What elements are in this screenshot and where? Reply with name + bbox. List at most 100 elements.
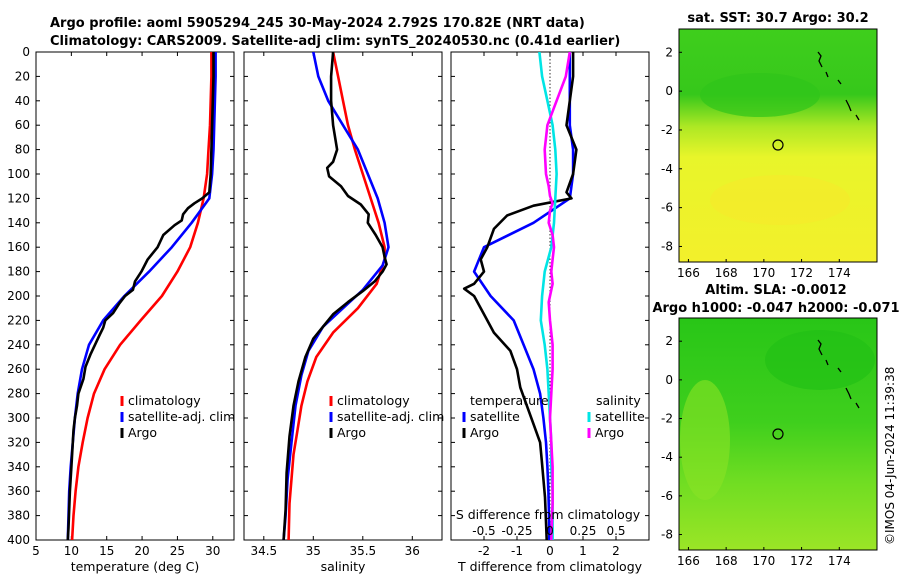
y-tick-label: 400 bbox=[7, 533, 30, 547]
difference-xtick-label: 0 bbox=[546, 544, 554, 558]
sst-map-cool-patch bbox=[700, 73, 820, 117]
series-satellite-adj-clim bbox=[66, 52, 217, 540]
salinity-xtick-label: 35 bbox=[306, 544, 321, 558]
difference-legend-title-temperature: temperature bbox=[470, 393, 549, 408]
y-tick-label: 0 bbox=[22, 45, 30, 59]
sla-map-xtick-label: 174 bbox=[828, 554, 851, 568]
difference-xtick-label: -2 bbox=[478, 544, 490, 558]
sst-map-xtick-label: 174 bbox=[828, 266, 851, 280]
difference-x2tick-label: -0.25 bbox=[501, 524, 532, 538]
map-ticks: 166 168 170 172 174 -8 -6 -4 -2 0 2 166 168 170 172 174… bbox=[661, 45, 851, 568]
temperature-xtick-label: 5 bbox=[32, 544, 40, 558]
sal-satellite-legend-label: satellite-adj. clim bbox=[337, 409, 444, 424]
sst-map-xtick-label: 172 bbox=[790, 266, 813, 280]
y-tick-label: 180 bbox=[7, 265, 30, 279]
sla-map-ytick-label: -4 bbox=[661, 450, 673, 464]
series-argo bbox=[66, 52, 215, 540]
difference-series-group bbox=[462, 52, 578, 540]
sla-map bbox=[678, 317, 878, 551]
sst-map-ytick-label: -2 bbox=[661, 123, 673, 137]
difference-x2tick-label: -0.5 bbox=[472, 524, 495, 538]
temperature-panel: 0 20 40 60 80 100 120 140 160 180 200 220 240 260 280 3… bbox=[7, 45, 235, 574]
series-climatology bbox=[287, 52, 386, 540]
sla-map-ytick-label: -8 bbox=[661, 528, 673, 542]
sst-map-ytick-label: -8 bbox=[661, 239, 673, 253]
diff-sal-satellite-legend-label: satellite bbox=[595, 409, 645, 424]
temperature-xtick-label: 15 bbox=[99, 544, 114, 558]
sla-map-coastline bbox=[817, 339, 860, 409]
sal-argo-legend-label: Argo bbox=[337, 425, 366, 440]
title-line-2: Climatology: CARS2009. Satellite-adj cli… bbox=[50, 34, 620, 49]
temp-satellite-legend-label: satellite-adj. clim bbox=[128, 409, 235, 424]
y-tick-label: 380 bbox=[7, 509, 30, 523]
sla-map-xtick-label: 168 bbox=[715, 554, 738, 568]
difference-x2label: S difference from climatology bbox=[456, 507, 641, 522]
sst-map-xtick-label: 170 bbox=[752, 266, 775, 280]
difference-legend-title-salinity: salinity bbox=[596, 393, 641, 408]
sst-map-xtick-label: 168 bbox=[715, 266, 738, 280]
y-tick-label: 60 bbox=[15, 118, 30, 132]
y-tick-label: 360 bbox=[7, 484, 30, 498]
temp-argo-legend-label: Argo bbox=[128, 425, 157, 440]
difference-xlabel: T difference from climatology bbox=[457, 559, 643, 574]
temp-climatology-legend-label: climatology bbox=[128, 393, 201, 408]
difference-xtick-label: 2 bbox=[612, 544, 620, 558]
series-temperature-satellite bbox=[472, 52, 575, 540]
sla-map-high-patch bbox=[680, 380, 730, 500]
sst-map-ytick-label: 2 bbox=[665, 45, 673, 59]
sst-map-coastline bbox=[817, 51, 860, 121]
y-tick-label: 260 bbox=[7, 362, 30, 376]
imos-watermark: ©IMOS 04-Jun-2024 11:39:38 bbox=[883, 367, 897, 545]
y-tick-label: 340 bbox=[7, 460, 30, 474]
y-tick-label: 140 bbox=[7, 216, 30, 230]
y-tick-label: 120 bbox=[7, 191, 30, 205]
salinity-xtick-label: 34.5 bbox=[250, 544, 277, 558]
temperature-series-group bbox=[66, 52, 217, 540]
salinity-panel: 34.5 35 35.5 36 salinity climatologysatellite… bbox=[243, 51, 444, 574]
series-argo bbox=[282, 52, 388, 540]
series-salinity-argo bbox=[543, 52, 572, 540]
temperature-xtick-label: 30 bbox=[205, 544, 220, 558]
difference-panel: -2 -1 0 1 2T difference from climatology S di… bbox=[450, 51, 650, 574]
series-climatology bbox=[70, 52, 213, 540]
difference-x2tick-label: 0 bbox=[546, 524, 554, 538]
sst-map-warm-patch bbox=[710, 175, 850, 225]
difference-x2tick-label: 0.25 bbox=[570, 524, 597, 538]
sst-map-title: sat. SST: 30.7 Argo: 30.2 bbox=[687, 11, 868, 26]
sst-map-ytick-label: -4 bbox=[661, 162, 673, 176]
series-satellite-adj-clim bbox=[282, 52, 390, 540]
sal-climatology-legend-label: climatology bbox=[337, 393, 410, 408]
sla-map-xtick-label: 172 bbox=[790, 554, 813, 568]
salinity-series-group bbox=[282, 52, 390, 540]
sst-map-ytick-label: 0 bbox=[665, 84, 673, 98]
y-tick-label: 40 bbox=[15, 94, 30, 108]
y-tick-label: 280 bbox=[7, 387, 30, 401]
diff-sal-argo-legend-label: Argo bbox=[595, 425, 624, 440]
sla-map-title: Altim. SLA: -0.0012 bbox=[705, 283, 846, 298]
y-tick-label: 320 bbox=[7, 435, 30, 449]
sla-map-ytick-label: 2 bbox=[665, 334, 673, 348]
y-tick-label: 300 bbox=[7, 411, 30, 425]
temperature-xtick-label: 20 bbox=[134, 544, 149, 558]
difference-xtick-label: -1 bbox=[511, 544, 523, 558]
y-tick-label: 160 bbox=[7, 240, 30, 254]
salinity-xtick-label: 35.5 bbox=[349, 544, 376, 558]
sst-map bbox=[678, 28, 878, 263]
sla-map-argo-marker bbox=[772, 428, 784, 440]
difference-x2tick-label: 0.5 bbox=[606, 524, 625, 538]
sst-map-field bbox=[679, 29, 877, 262]
diff-temp-argo-legend-label: Argo bbox=[470, 425, 499, 440]
y-tick-label: 200 bbox=[7, 289, 30, 303]
difference-xtick-label: 1 bbox=[579, 544, 587, 558]
sst-map-ytick-label: -6 bbox=[661, 201, 673, 215]
series-temperature-argo bbox=[462, 52, 578, 540]
salinity-xtick-label: 36 bbox=[405, 544, 420, 558]
sst-map-argo-marker bbox=[772, 139, 784, 151]
sla-map-ytick-label: 0 bbox=[665, 373, 673, 387]
sst-map-xtick-label: 166 bbox=[677, 266, 700, 280]
y-tick-label: 100 bbox=[7, 167, 30, 181]
sla-map-low-patch bbox=[765, 330, 875, 390]
y-tick-label: 220 bbox=[7, 313, 30, 327]
y-tick-label: 20 bbox=[15, 69, 30, 83]
